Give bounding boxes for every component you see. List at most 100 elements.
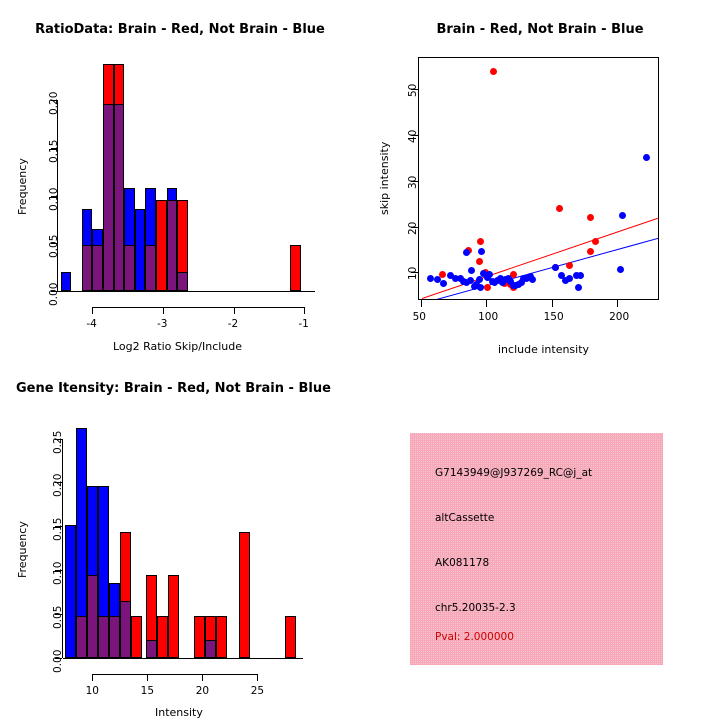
ratio-y-tick-label: 0.10	[48, 187, 60, 211]
scatter-point-not-brain	[507, 278, 515, 286]
scatter-point-not-brain	[576, 272, 584, 280]
ratio-bar-overlap	[92, 245, 103, 291]
ratio-x-tick	[92, 307, 94, 314]
ratio-x-tick	[163, 307, 165, 314]
gene-y-tick	[55, 658, 62, 659]
scatter-point-not-brain	[462, 279, 470, 287]
ratio-x-tick-label: -1	[298, 318, 309, 330]
gene-y-tick	[55, 614, 62, 616]
scatter-y-tick	[411, 180, 418, 182]
scatter-fit-line	[421, 218, 658, 299]
scatter-y-tick-label: 10	[407, 267, 419, 281]
ratio-bar-overlap	[124, 245, 135, 291]
ratio-y-tick	[51, 100, 58, 102]
scatter-point-not-brain	[473, 280, 481, 288]
scatter-y-tick-label: 30	[407, 175, 419, 189]
gene-y-tick-label: 0.00	[52, 649, 64, 673]
info-pval: Pval: 2.000000	[435, 631, 514, 643]
scatter-point-not-brain	[446, 271, 454, 279]
gene-bar-overlap	[120, 600, 132, 658]
scatter-point-brain	[587, 214, 595, 222]
scatter-point-not-brain	[467, 266, 475, 274]
info-accession: AK081178	[435, 557, 490, 569]
scatter-point-not-brain	[643, 153, 651, 161]
ratio-y-tick-label: 0.15	[48, 139, 60, 163]
ratio-x-tick-label: -4	[86, 318, 97, 330]
scatter-x-tick-label: 200	[609, 311, 630, 323]
scatter-point-not-brain	[466, 277, 474, 285]
gene-bar-overlap	[145, 639, 157, 658]
scatter-point-not-brain	[440, 280, 448, 288]
info-probe-id: G7143949@J937269_RC@j_at	[435, 467, 593, 479]
scatter-point-not-brain	[475, 276, 483, 284]
scatter-point-not-brain	[617, 266, 625, 274]
gene-y-tick	[55, 482, 62, 484]
ratio-x-tick-label: -2	[227, 318, 239, 330]
ratio-x-tick	[233, 307, 235, 314]
gene-info-panel: G7143949@J937269_RC@j_at altCassette AK0…	[410, 433, 663, 665]
scatter-point-not-brain	[478, 247, 486, 255]
gene-x-tick	[146, 674, 148, 681]
ratio-x-axis-line	[57, 291, 315, 292]
scatter-point-brain	[509, 270, 517, 278]
gene-x-tick	[91, 674, 93, 681]
scatter-point-not-brain	[433, 276, 441, 284]
gene-bar-brain	[285, 615, 297, 658]
gene-bar-overlap	[87, 574, 99, 658]
ratio-y-tick	[51, 243, 58, 245]
scatter-x-tick	[420, 300, 422, 307]
ratio-bar-overlap	[102, 103, 114, 291]
scatter-x-tick	[486, 300, 488, 307]
ratio-histogram-title: RatioData: Brain - Red, Not Brain - Blue	[35, 22, 325, 37]
ratio-x-tick	[304, 307, 306, 314]
gene-x-tick	[201, 674, 203, 681]
scatter-point-brain	[592, 237, 600, 245]
ratio-bar-overlap	[81, 245, 93, 291]
gene-y-axis-line	[62, 438, 63, 658]
gene-bar-overlap	[98, 615, 110, 658]
scatter-point-not-brain	[575, 284, 583, 292]
scatter-point-brain	[475, 258, 483, 266]
gene-y-tick-label: 0.20	[52, 474, 64, 498]
gene-bar-overlap	[205, 639, 217, 658]
gene-histogram-xlabel: Intensity	[155, 706, 203, 719]
ratio-histogram-ylabel: Frequency	[16, 158, 29, 215]
ratio-y-tick-label: 0.05	[48, 234, 60, 259]
scatter-y-tick	[411, 226, 418, 228]
ratio-bar-not-brain	[134, 208, 146, 291]
gene-y-tick-label: 0.10	[52, 561, 64, 586]
gene-bar-brain	[216, 615, 228, 658]
scatter-point-not-brain	[479, 270, 487, 278]
scatter-point-brain	[566, 261, 574, 269]
gene-y-tick	[55, 438, 62, 440]
gene-bar-overlap	[76, 615, 88, 658]
ratio-x-tick-label: -3	[157, 318, 168, 330]
scatter-ylabel: skip intensity	[378, 141, 391, 215]
scatter-point-brain	[477, 237, 485, 245]
gene-y-tick	[55, 570, 62, 572]
scatter-point-not-brain	[452, 274, 460, 282]
scatter-point-brain	[587, 247, 595, 255]
scatter-y-tick	[411, 89, 418, 91]
scatter-x-tick-label: 100	[478, 311, 499, 323]
scatter-y-tick-label: 20	[407, 221, 419, 235]
scatter-x-tick-label: 50	[412, 311, 426, 323]
scatter-point-not-brain	[558, 271, 566, 279]
scatter-point-not-brain	[529, 275, 537, 283]
gene-x-tick	[256, 674, 258, 681]
scatter-x-tick	[551, 300, 553, 307]
ratio-y-tick-label: 0.20	[48, 91, 60, 116]
gene-bar-brain	[167, 574, 179, 658]
gene-y-tick-label: 0.15	[52, 517, 64, 542]
gene-x-tick-label: 25	[250, 685, 265, 697]
scatter-point-not-brain	[427, 275, 435, 283]
scatter-y-tick	[411, 134, 418, 136]
scatter-point-not-brain	[477, 284, 485, 292]
scatter-x-tick	[617, 300, 619, 307]
scatter-plot-box	[418, 57, 659, 300]
ratio-bar-overlap	[166, 200, 178, 291]
scatter-xlabel: include intensity	[498, 343, 590, 356]
gene-y-tick-label: 0.25	[52, 430, 64, 454]
scatter-title: Brain - Red, Not Brain - Blue	[436, 22, 644, 37]
